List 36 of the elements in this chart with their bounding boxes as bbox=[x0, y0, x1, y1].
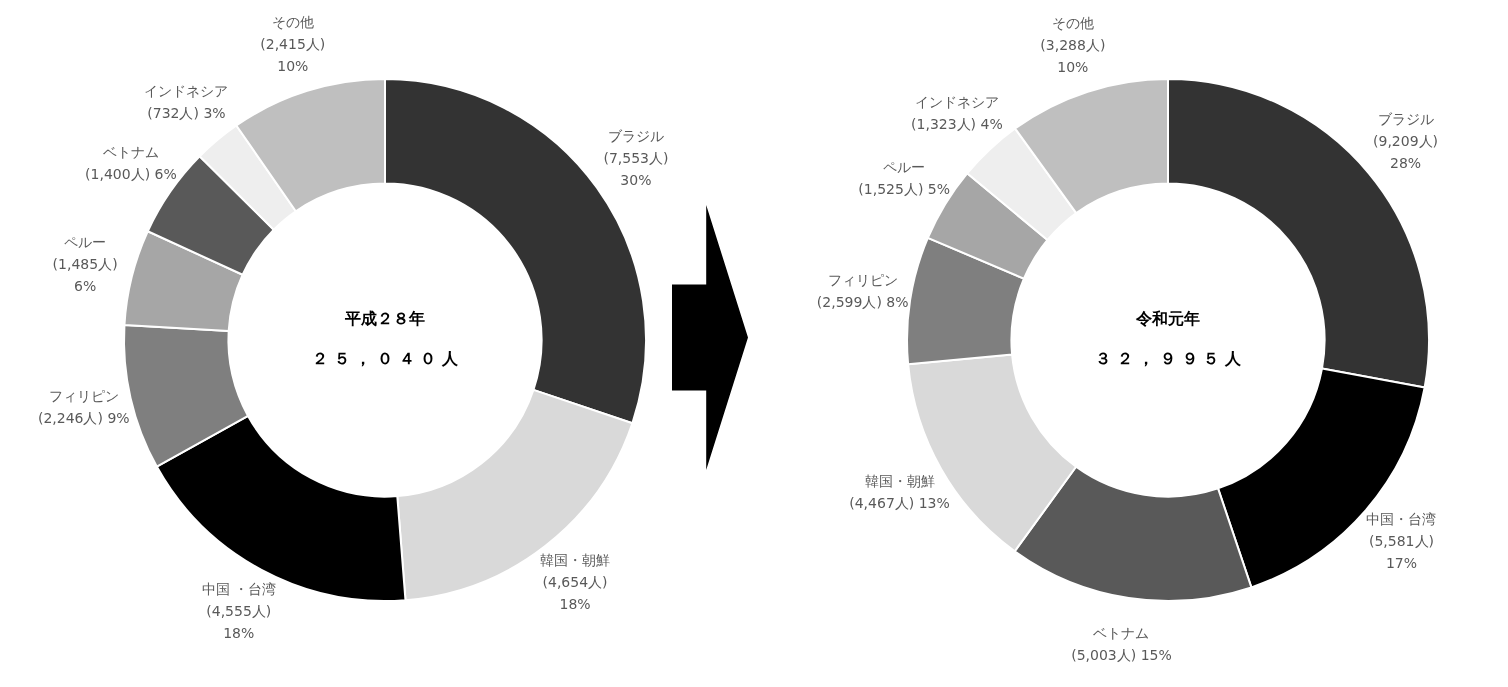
slice-label: インドネシア bbox=[144, 82, 229, 99]
slice-label: ブラジル bbox=[607, 128, 664, 145]
slice-label: 中国 ・台湾 bbox=[201, 580, 276, 597]
data-label: (2,599人) 8% bbox=[816, 293, 909, 310]
data-label: (5,003人) 15% bbox=[1071, 647, 1172, 664]
text: 平成２８年 bbox=[344, 309, 425, 329]
data-label: (7,553人) 30% bbox=[603, 150, 669, 189]
slice-label: 韓国・朝鮮 bbox=[540, 552, 611, 569]
data-label: (732人) 3% bbox=[147, 104, 226, 121]
data-label: (3,288人) 10% bbox=[1040, 36, 1106, 75]
data-label: (1,485人) 6% bbox=[52, 256, 118, 295]
slice-label: ペルー bbox=[883, 158, 926, 175]
slice-label: ベトナム bbox=[102, 143, 159, 160]
data-label: (1,400人) 6% bbox=[85, 165, 177, 182]
slice-label: ベトナム bbox=[1093, 625, 1150, 642]
text: ２ ５ ， ０ ４ ０ 人 bbox=[312, 349, 459, 369]
data-label: (4,555人) 18% bbox=[206, 602, 272, 641]
data-label: (2,246人) 9% bbox=[37, 410, 130, 427]
data-label: (9,209人) 28% bbox=[1373, 133, 1439, 172]
slice-label: フィリピン bbox=[827, 271, 898, 288]
text: ３ ２ ， ９ ９ ５ 人 bbox=[1095, 349, 1242, 369]
slice-label: ブラジル bbox=[1377, 111, 1434, 128]
data-label: (1,323人) 4% bbox=[911, 115, 1003, 132]
data-label: (4,467人) 13% bbox=[849, 494, 950, 511]
slice-label: その他 bbox=[271, 13, 314, 30]
data-label: (5,581人) 17% bbox=[1368, 533, 1434, 572]
slice-label: インドネシア bbox=[914, 93, 999, 110]
slice-label: ペルー bbox=[64, 234, 107, 251]
slice-label: その他 bbox=[1051, 14, 1094, 31]
slice-label: 中国・台湾 bbox=[1366, 511, 1437, 528]
slice-label: フィリピン bbox=[48, 388, 119, 405]
slice-label: 韓国・朝鮮 bbox=[864, 472, 935, 489]
data-label: (2,415人) 10% bbox=[260, 35, 326, 74]
data-label: (1,525人) 5% bbox=[858, 180, 951, 197]
data-label: (4,654人) 18% bbox=[542, 574, 608, 613]
text: 令和元年 bbox=[1135, 309, 1200, 329]
